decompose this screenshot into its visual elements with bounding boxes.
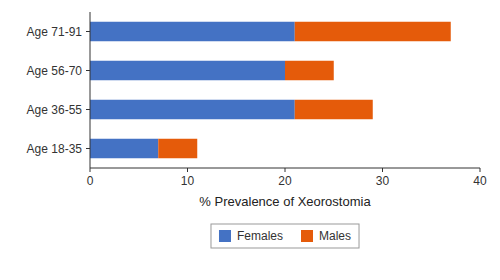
y-tick-label: Age 36-55 — [27, 103, 83, 117]
x-tick-label: 30 — [376, 174, 390, 188]
bar — [90, 61, 285, 81]
x-tick — [285, 168, 286, 172]
bar — [295, 100, 373, 120]
bar — [158, 139, 197, 159]
x-tick — [480, 168, 481, 172]
x-axis-label: % Prevalence of Xeorostomia — [199, 194, 371, 209]
y-tick — [86, 148, 90, 149]
legend-swatch — [301, 230, 313, 242]
x-tick — [382, 168, 383, 172]
bar — [90, 22, 295, 42]
y-tick-label: Age 56-70 — [27, 64, 83, 78]
bar — [90, 139, 158, 159]
x-tick-label: 40 — [473, 174, 487, 188]
legend-swatch — [219, 230, 231, 242]
legend-label: Females — [237, 229, 283, 243]
x-tick-label: 10 — [181, 174, 195, 188]
legend: Females Males — [211, 224, 359, 248]
y-tick-label: Age 18-35 — [27, 142, 83, 156]
chart: 0 10 20 30 40 Age 18-35 Age 36-55 Age 56-70 Age … — [0, 0, 500, 280]
y-tick — [86, 31, 90, 32]
x-tick-label: 0 — [87, 174, 94, 188]
legend-label: Males — [319, 229, 351, 243]
bars — [90, 22, 451, 159]
y-axis-line — [90, 12, 91, 168]
x-tick — [90, 168, 91, 172]
bar — [285, 61, 334, 81]
legend-frame — [211, 224, 359, 248]
y-tick — [86, 109, 90, 110]
y-tick — [86, 70, 90, 71]
x-tick — [187, 168, 188, 172]
x-tick-label: 20 — [278, 174, 292, 188]
bar — [90, 100, 295, 120]
chart-container: 0 10 20 30 40 Age 18-35 Age 36-55 Age 56-70 Age … — [0, 0, 500, 280]
y-tick-label: Age 71-91 — [27, 25, 83, 39]
bar — [295, 22, 451, 42]
